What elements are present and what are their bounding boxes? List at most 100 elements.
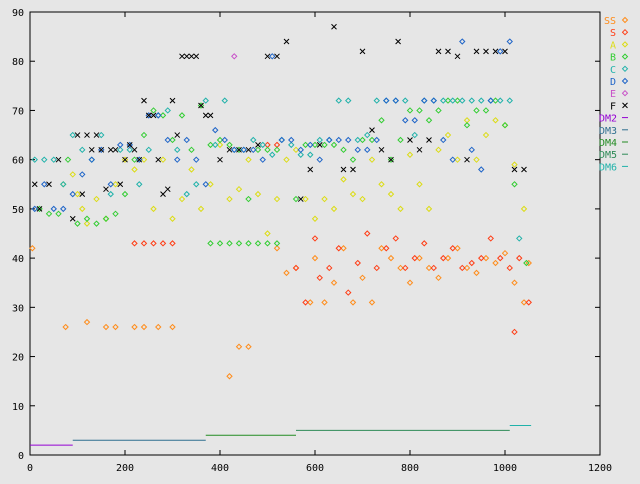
point-f bbox=[407, 137, 413, 143]
point-c bbox=[174, 146, 181, 154]
point-ss bbox=[307, 299, 314, 306]
point-ss bbox=[83, 318, 91, 326]
point-a bbox=[102, 215, 110, 222]
point-s bbox=[150, 240, 157, 247]
point-c bbox=[278, 136, 285, 144]
point-f bbox=[359, 48, 366, 55]
point-d bbox=[212, 126, 219, 134]
point-b bbox=[254, 240, 262, 247]
point-b bbox=[444, 97, 452, 104]
point-d bbox=[459, 38, 466, 45]
legend-label-dm6: DM6 bbox=[599, 162, 617, 173]
point-f bbox=[107, 146, 114, 153]
line-series bbox=[30, 424, 532, 446]
point-s bbox=[131, 240, 138, 247]
point-b bbox=[425, 117, 433, 124]
point-ss bbox=[235, 343, 243, 350]
point-f bbox=[98, 146, 105, 153]
y-tick-label: 20 bbox=[12, 353, 24, 364]
y-tick-label: 10 bbox=[12, 402, 24, 413]
point-a bbox=[321, 195, 328, 203]
point-a bbox=[273, 195, 281, 203]
point-s bbox=[335, 245, 342, 252]
point-d bbox=[231, 146, 238, 154]
point-b bbox=[112, 210, 119, 218]
point-d bbox=[79, 171, 86, 178]
point-s bbox=[478, 254, 485, 262]
point-b bbox=[501, 122, 509, 129]
point-a bbox=[302, 195, 309, 203]
point-d bbox=[174, 156, 181, 163]
point-d bbox=[250, 146, 257, 154]
point-b bbox=[340, 146, 347, 154]
point-ss bbox=[140, 323, 148, 331]
point-b bbox=[368, 136, 376, 144]
point-f bbox=[483, 48, 489, 55]
point-b bbox=[330, 141, 338, 149]
point-s bbox=[169, 240, 176, 247]
point-ss bbox=[131, 323, 138, 331]
point-d bbox=[373, 136, 380, 144]
point-c bbox=[41, 156, 48, 163]
point-ss bbox=[406, 279, 414, 286]
point-c bbox=[411, 131, 418, 139]
point-f bbox=[388, 156, 394, 163]
point-b bbox=[435, 107, 442, 114]
point-b bbox=[321, 141, 328, 149]
point-s bbox=[411, 254, 418, 262]
point-ss bbox=[102, 323, 110, 331]
point-c bbox=[145, 146, 152, 154]
point-f bbox=[69, 215, 76, 222]
point-f bbox=[378, 146, 385, 153]
point-a bbox=[140, 156, 148, 163]
point-f bbox=[492, 48, 499, 55]
legend-marker-e bbox=[621, 89, 629, 97]
point-ss bbox=[155, 323, 162, 331]
point-c bbox=[60, 181, 67, 188]
point-s bbox=[373, 264, 380, 272]
point-b bbox=[273, 146, 281, 154]
point-d bbox=[269, 53, 276, 60]
point-f bbox=[307, 166, 314, 173]
point-c bbox=[326, 136, 333, 144]
point-ss bbox=[501, 249, 509, 257]
point-f bbox=[316, 142, 323, 148]
point-d bbox=[326, 136, 333, 144]
point-f bbox=[255, 142, 261, 148]
point-b bbox=[397, 136, 404, 144]
point-a bbox=[425, 205, 433, 213]
point-b bbox=[235, 240, 243, 247]
point-b bbox=[349, 156, 357, 163]
y-tick-label: 60 bbox=[12, 156, 24, 167]
y-tick-label: 80 bbox=[12, 57, 24, 68]
legend-label-c: C bbox=[610, 65, 616, 76]
point-c bbox=[250, 136, 257, 144]
point-a bbox=[349, 190, 357, 198]
point-a bbox=[492, 117, 499, 124]
point-f bbox=[331, 23, 337, 30]
point-s bbox=[468, 259, 475, 267]
legend-label-a: A bbox=[610, 40, 616, 51]
point-s bbox=[302, 299, 309, 306]
point-a bbox=[69, 171, 76, 178]
point-a bbox=[435, 146, 442, 154]
point-ss bbox=[387, 254, 395, 262]
point-c bbox=[402, 97, 409, 104]
legend-marker-s bbox=[621, 28, 629, 36]
point-f bbox=[31, 181, 38, 188]
point-f bbox=[464, 156, 470, 163]
point-f bbox=[88, 146, 95, 153]
point-f bbox=[169, 97, 176, 104]
point-c bbox=[117, 146, 124, 154]
point-c bbox=[193, 181, 200, 188]
point-b bbox=[197, 102, 205, 109]
point-ss bbox=[112, 323, 119, 331]
point-a bbox=[387, 190, 395, 198]
point-ss bbox=[425, 264, 433, 272]
x-tick-label: 0 bbox=[27, 463, 33, 474]
point-d bbox=[278, 136, 285, 144]
point-f bbox=[103, 186, 109, 193]
point-f bbox=[174, 132, 181, 138]
point-ss bbox=[397, 264, 404, 272]
y-tick-label: 30 bbox=[12, 303, 24, 314]
